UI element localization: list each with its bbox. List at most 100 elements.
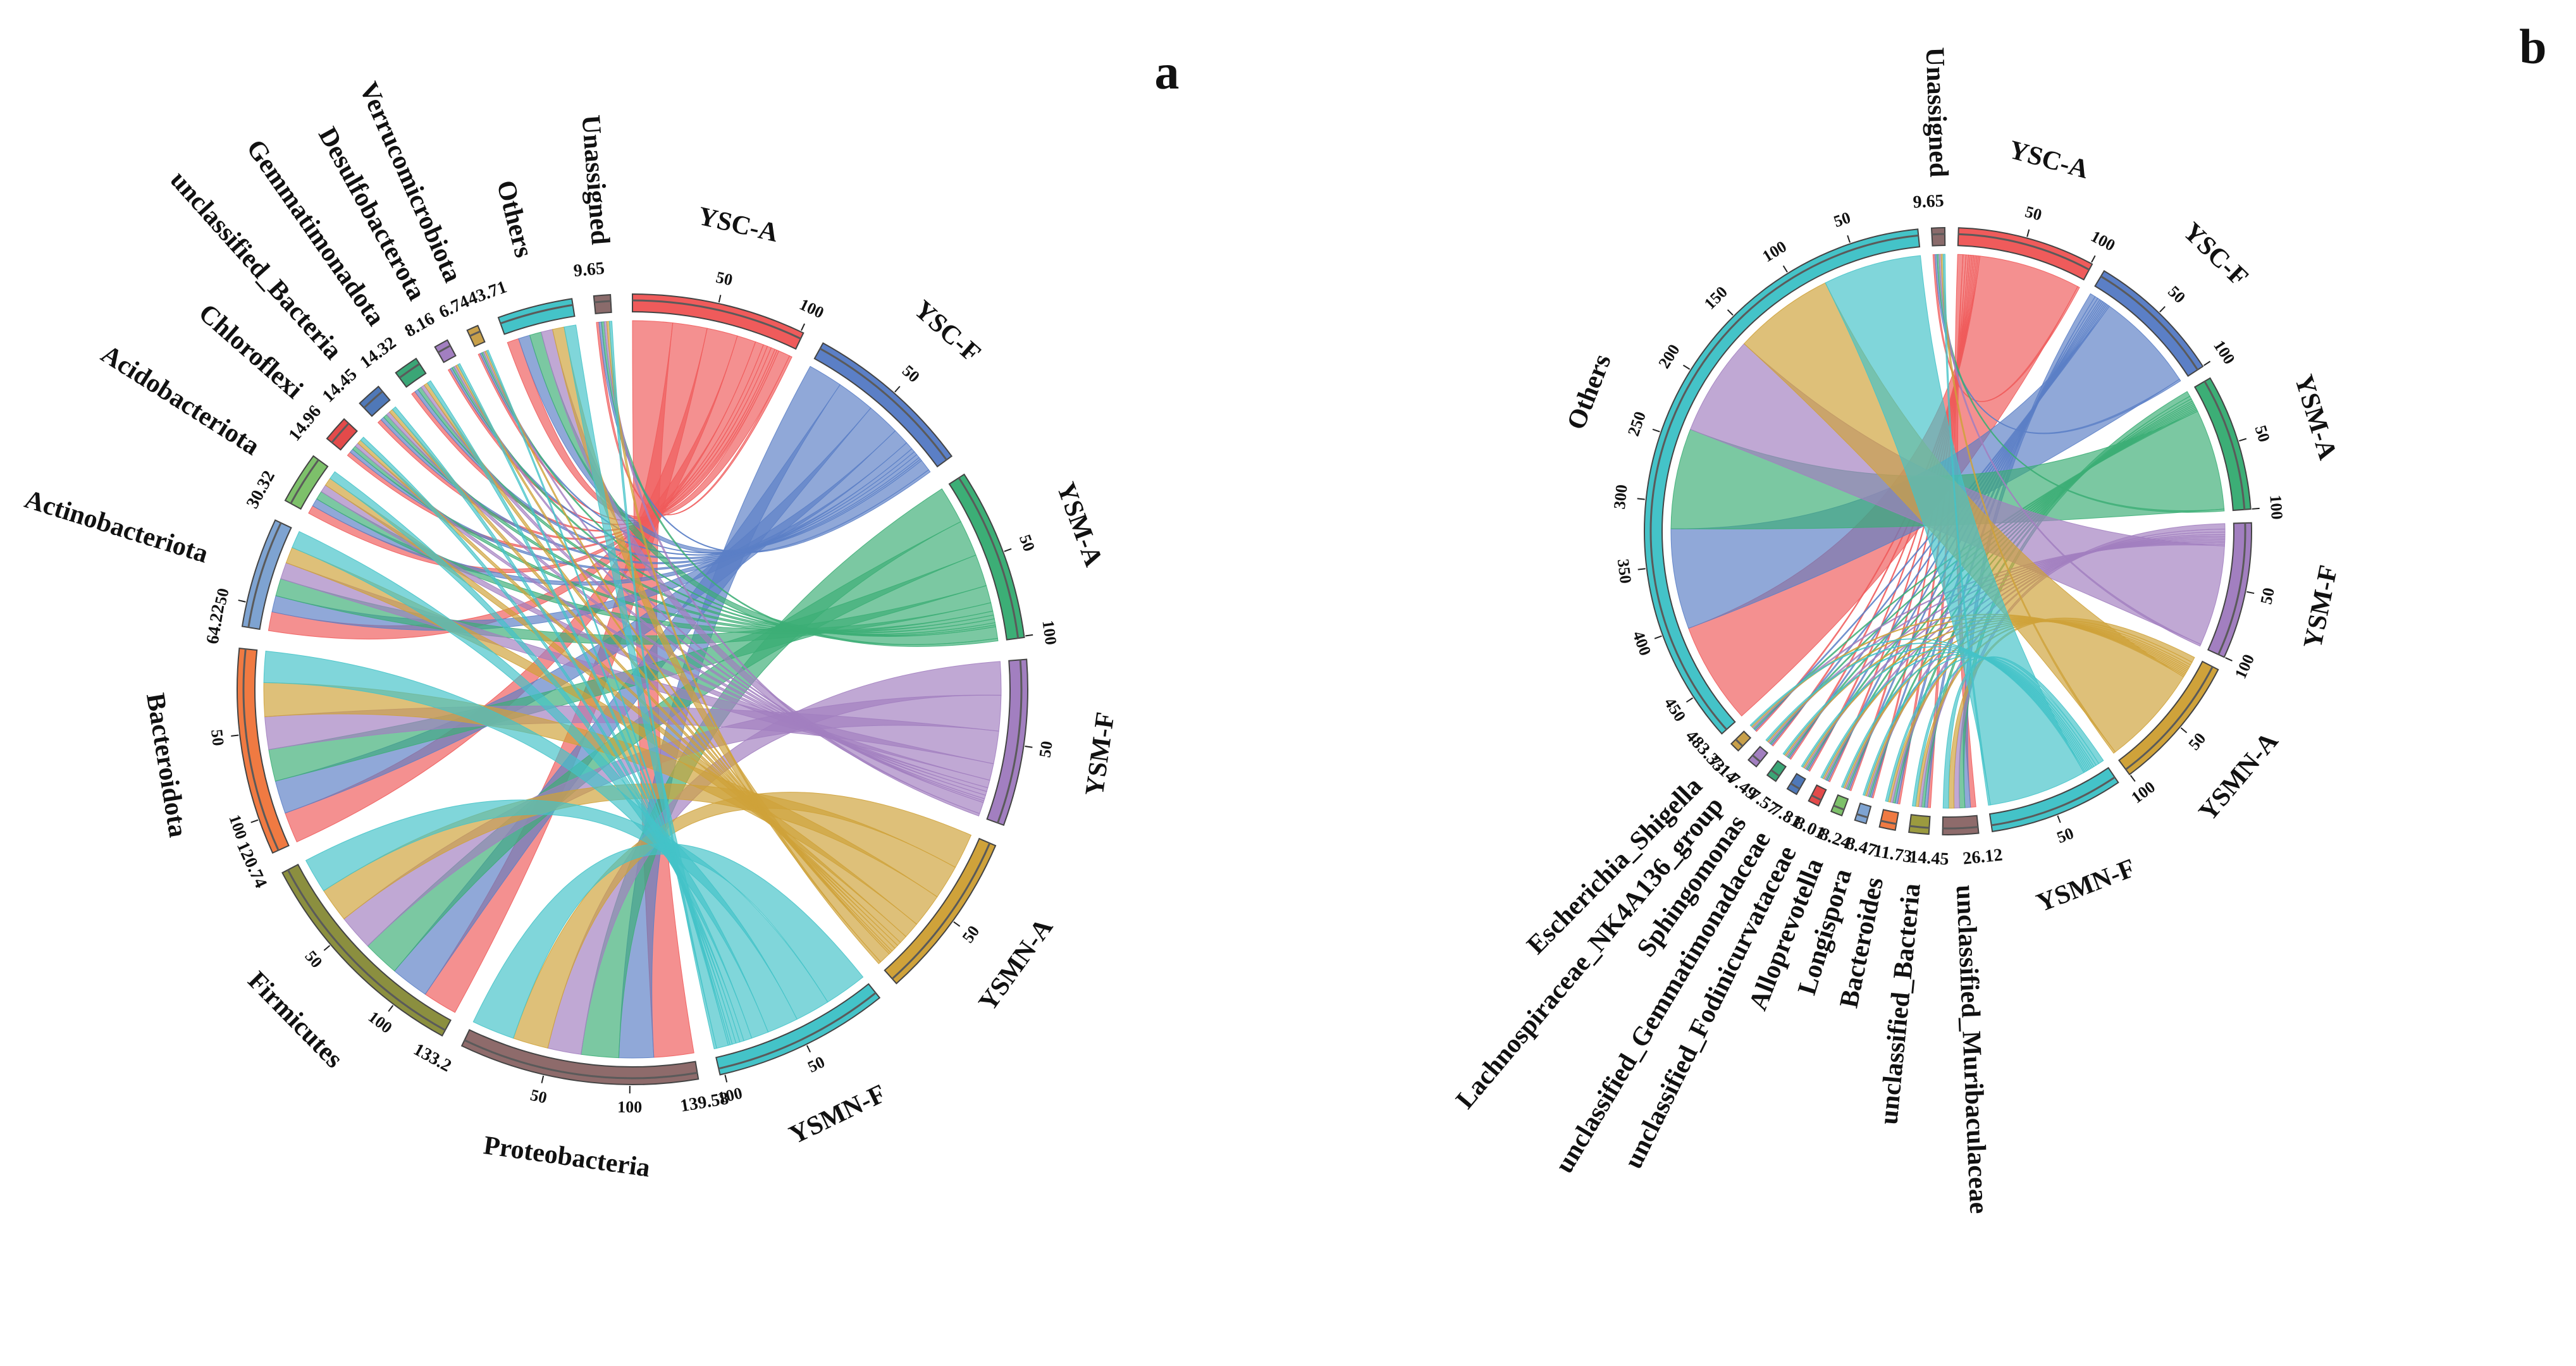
group-label-ysmn-f: YSMN-F [2033,854,2140,918]
taxon-total-unclassified-bacteria: 14.45 [1909,847,1950,870]
group-arc-ysmn-a [2117,660,2219,776]
taxon-total-others: 43.71 [465,277,510,309]
arc-track-others [1649,234,1919,730]
taxon-arc-unclassified-muribaculaceae [1942,815,1980,835]
tick-label: 400 [1629,629,1655,658]
arc-track-unclassified-bacteria [363,390,383,409]
ribbon-ysmn-a-others [552,326,890,963]
arc-track-escherichia-shigella [1735,739,1744,747]
group-arc-ysc-a [632,293,804,350]
tick-label: 50 [301,947,326,971]
tick-label: 100 [2210,337,2239,367]
tick-mark [1654,635,1662,639]
arc-track-desulfobacterota [437,345,451,354]
ribbon-ysc-a-verrucomicrobiota [478,350,780,522]
group-label-ysmn-a: YSMN-A [973,913,1059,1016]
tick-mark [1025,746,1033,748]
sector-arcs [1637,227,2260,835]
ribbons [263,320,1002,1059]
tick-label: 50 [959,922,983,946]
taxon-arc-sphingomonas [1766,760,1787,782]
tick-label: 100 [365,1007,396,1037]
tick-mark [1782,265,1788,273]
arc-track-ysc-a [632,299,801,340]
tick-mark [323,945,331,951]
tick-mark [2026,229,2030,237]
arc-track-ysmn-f [1991,776,2116,827]
tick-label: 50 [2257,586,2278,606]
arc-track-unclassified-bacteria [1909,825,1930,829]
taxon-total-actinobacteriota: 64.22 [203,603,229,646]
group-label-ysc-f: YSC-F [908,295,986,368]
tick-mark [801,323,805,331]
tick-mark [2091,255,2096,263]
taxon-total-unassigned: 9.65 [1913,191,1945,212]
ribbon-ysc-a-unassigned [596,321,792,515]
tick-label: 50 [2185,729,2209,754]
group-label-ysm-f: YSM-F [2298,563,2344,651]
taxon-total-desulfobacterota: 8.16 [402,309,438,341]
group-label-ysmn-f: YSMN-F [785,1079,891,1150]
arc-track-ysmn-f [718,992,877,1070]
tick-mark [1652,428,1660,433]
taxon-arc-unassigned [1930,227,1946,247]
taxon-arc-bacteroides [1878,809,1899,831]
tick-mark [250,819,259,823]
tick-label: 150 [1701,283,1731,313]
tick-label: 100 [797,295,827,322]
arc-track-unassigned [594,300,611,304]
arc-track-chloroflexi [331,422,350,443]
taxon-arc-unclassified-bacteria [359,385,391,417]
taxon-arc-others [1644,228,1921,735]
taxon-arc-escherichia-shigella [1730,730,1752,752]
tick-mark [1685,697,1694,703]
taxon-arc-chloroflexi [326,418,358,451]
taxon-total-acidobacteriota: 30.32 [243,467,279,512]
tick-mark [388,1005,394,1012]
tick-mark [541,1075,545,1083]
group-label-ysc-f: YSC-F [2177,217,2253,292]
tick-label: 50 [529,1086,549,1107]
ribbon-ysm-a-unassigned [1937,254,2225,513]
group-arc-ysm-f [2207,522,2252,658]
ribbon-ysc-a-others [507,338,791,520]
taxon-arc-unassigned [593,293,612,314]
tick-mark [238,600,246,603]
taxon-total-firmicutes: 133.2 [410,1040,455,1076]
tick-label: 100 [617,1098,642,1116]
tick-mark [1727,309,1734,316]
taxon-total-unassigned: 9.65 [572,259,605,281]
taxon-arc-actinobacteriota [241,519,292,631]
group-arc-ysmn-a [884,837,997,985]
taxon-arc-bacteroidota [237,647,290,854]
tick-label: 250 [1624,409,1649,438]
tick-label: 100 [1038,619,1060,646]
tick-mark [1637,498,1645,500]
arc-track-unclassified-muribaculaceae [1942,826,1978,830]
group-arc-ysmn-f [1988,766,2119,832]
taxon-label-others: Others [1562,350,1617,434]
taxon-label-unclassified-bacteria: unclassified_Bacteria [1874,882,1926,1126]
arc-track-ysm-a [958,477,1020,639]
group-label-ysc-a: YSC-A [695,202,781,248]
group-arc-ysmn-f [715,983,881,1076]
tick-mark [806,1045,811,1053]
ribbon-ysc-a-unassigned [1932,254,2080,402]
arc-track-ysm-a [2203,381,2246,510]
tick-label: 200 [1655,341,1683,371]
tick-mark [718,295,722,303]
group-arc-ysc-f [813,342,953,468]
tick-label: 50 [1016,532,1038,553]
arc-track-lachnospiraceae-nk4a136-group [1752,754,1761,763]
tick-label: 100 [1759,237,1789,266]
taxon-total-bacteroidota: 120.74 [233,839,271,891]
taxon-arc-gemmatimonadota [395,357,427,388]
taxon-label-firmicutes: Firmicutes [242,966,348,1074]
ribbon-ysmn-a-unassigned [606,321,882,964]
arc-track-verrucomicrobiota [469,330,481,337]
tick-label: 50 [2164,282,2189,307]
tick-mark [2203,360,2211,366]
arc-track-unclassified-gemmatimonadaceae [1790,782,1801,790]
taxon-label-unclassified-bacteria: unclassified_Bacteria [164,166,347,366]
tick-label: 300 [1610,484,1631,510]
